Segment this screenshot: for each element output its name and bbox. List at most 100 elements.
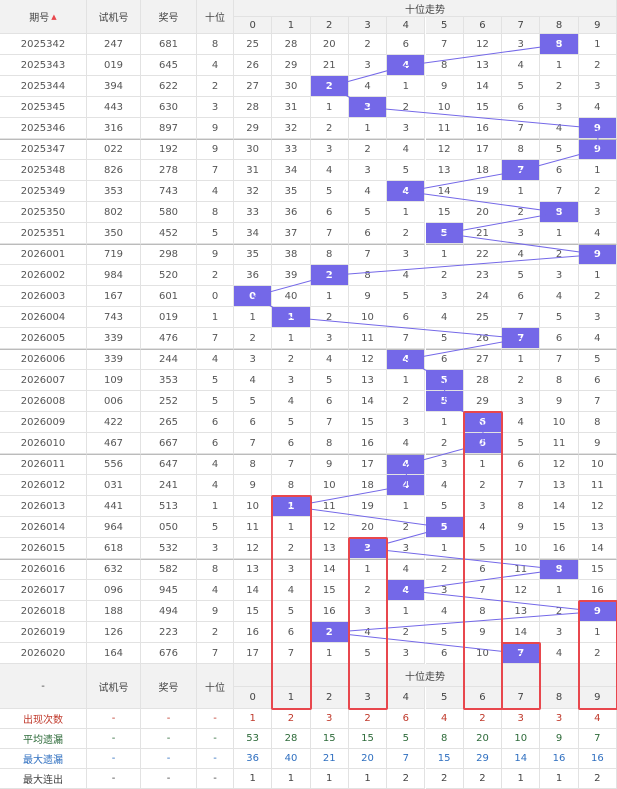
tens-digit: 8 — [197, 202, 234, 223]
test-number: 353 — [87, 181, 141, 202]
miss-cell: 2 — [272, 349, 311, 370]
header-cell: 奖号 — [141, 0, 197, 34]
miss-cell: 4 — [234, 370, 273, 391]
miss-cell: 3 — [272, 370, 311, 391]
highlight-box — [501, 642, 542, 710]
miss-cell: 2 — [348, 139, 388, 160]
issue: 2025348 — [0, 160, 87, 181]
miss-cell: 9 — [540, 391, 579, 412]
stat-dash: - — [197, 749, 234, 769]
header-cell: 十位 — [197, 664, 234, 709]
prize-number: 630 — [141, 97, 197, 118]
prize-number: 580 — [141, 202, 197, 223]
miss-cell: 14 — [348, 391, 388, 412]
miss-cell: 4 — [540, 286, 579, 307]
miss-cell: 11 — [578, 475, 617, 496]
miss-cell: 14 — [578, 538, 617, 559]
prize-number: 667 — [141, 433, 197, 454]
miss-cell: 13 — [540, 475, 579, 496]
miss-cell: 4 — [387, 139, 426, 160]
miss-cell: 3 — [578, 76, 617, 97]
digit-header: 7 — [502, 17, 541, 34]
miss-cell: 2 — [387, 97, 426, 118]
miss-cell: 6 — [348, 223, 388, 244]
miss-cell: 1 — [310, 286, 349, 307]
prize-number: 513 — [141, 496, 197, 517]
prize-number: 897 — [141, 118, 197, 139]
stat-label: 出现次数 — [0, 709, 87, 729]
tens-digit: 5 — [197, 223, 234, 244]
stat-value: 36 — [234, 749, 273, 769]
miss-cell: 18 — [348, 475, 388, 496]
prize-number: 452 — [141, 223, 197, 244]
test-number: 394 — [87, 76, 141, 97]
test-number: 632 — [87, 559, 141, 580]
stat-value: 5 — [387, 729, 426, 749]
miss-cell: 21 — [310, 55, 349, 76]
miss-cell: 27 — [463, 349, 503, 370]
miss-cell: 9 — [502, 517, 541, 538]
miss-cell: 6 — [310, 202, 349, 223]
miss-cell: 8 — [502, 139, 541, 160]
stat-value: 20 — [348, 749, 388, 769]
miss-cell: 7 — [310, 223, 349, 244]
miss-cell: 4 — [387, 265, 426, 286]
header-cell[interactable]: 期号 ▲ — [0, 0, 87, 34]
prize-number: 223 — [141, 622, 197, 643]
prize-number: 476 — [141, 328, 197, 349]
miss-cell: 1 — [540, 55, 579, 76]
miss-cell: 9 — [348, 286, 388, 307]
prize-number: 945 — [141, 580, 197, 601]
miss-cell: 1 — [387, 370, 426, 391]
tens-digit: 1 — [197, 496, 234, 517]
miss-cell: 8 — [310, 244, 349, 265]
stat-value: 4 — [425, 709, 464, 729]
miss-cell: 16 — [463, 118, 503, 139]
tens-digit: 7 — [197, 328, 234, 349]
test-number: 031 — [87, 475, 141, 496]
test-number: 618 — [87, 538, 141, 559]
digit-header: 6 — [463, 17, 503, 34]
miss-cell: 24 — [463, 286, 503, 307]
miss-cell: 23 — [463, 265, 503, 286]
issue: 2026005 — [0, 328, 87, 349]
miss-cell: 10 — [540, 412, 579, 433]
miss-cell: 3 — [502, 34, 541, 55]
miss-cell: 4 — [387, 559, 426, 580]
miss-cell: 4 — [578, 328, 617, 349]
miss-cell: 35 — [272, 181, 311, 202]
stat-value: 9 — [540, 729, 579, 749]
miss-cell: 1 — [387, 601, 426, 622]
miss-cell: 20 — [463, 202, 503, 223]
miss-cell: 29 — [272, 55, 311, 76]
miss-cell: 5 — [387, 286, 426, 307]
miss-cell: 16 — [348, 433, 388, 454]
tens-digit: 6 — [197, 412, 234, 433]
miss-cell: 4 — [310, 349, 349, 370]
miss-cell: 38 — [272, 244, 311, 265]
miss-cell: 15 — [425, 202, 464, 223]
tens-digit: 1 — [197, 307, 234, 328]
miss-cell: 7 — [502, 475, 541, 496]
test-number: 443 — [87, 97, 141, 118]
stat-dash: - — [87, 749, 141, 769]
stat-dash: - — [87, 729, 141, 749]
miss-cell: 17 — [463, 139, 503, 160]
miss-cell: 3 — [310, 328, 349, 349]
miss-cell: 6 — [272, 433, 311, 454]
miss-cell: 5 — [310, 370, 349, 391]
miss-cell: 5 — [502, 265, 541, 286]
miss-cell: 18 — [463, 160, 503, 181]
stat-value: 16 — [578, 749, 617, 769]
digit-header: 2 — [310, 17, 349, 34]
miss-cell: 11 — [502, 559, 541, 580]
prize-number: 244 — [141, 349, 197, 370]
prize-number: 252 — [141, 391, 197, 412]
miss-cell: 3 — [540, 97, 579, 118]
prize-number: 622 — [141, 76, 197, 97]
test-number: 422 — [87, 412, 141, 433]
issue: 2025345 — [0, 97, 87, 118]
issue: 2026006 — [0, 349, 87, 370]
miss-cell: 4 — [502, 55, 541, 76]
